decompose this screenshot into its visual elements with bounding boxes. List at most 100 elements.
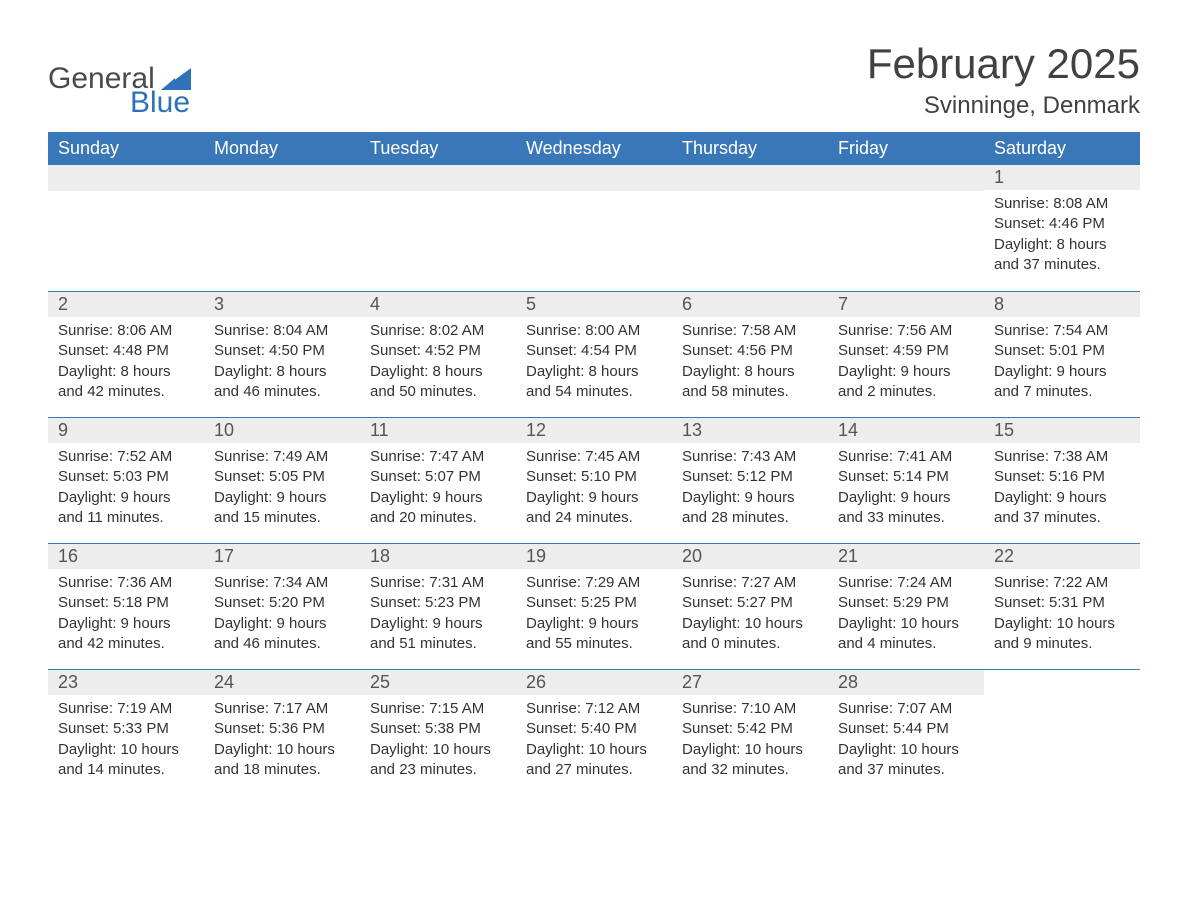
daylight-line-2: and 50 minutes. bbox=[370, 382, 506, 402]
daylight-line-1: Daylight: 8 hours bbox=[58, 362, 194, 382]
day-number: 9 bbox=[48, 418, 204, 443]
sunset-line: Sunset: 4:54 PM bbox=[526, 341, 662, 361]
sunset-line: Sunset: 5:36 PM bbox=[214, 719, 350, 739]
sunset-line: Sunset: 5:16 PM bbox=[994, 467, 1130, 487]
week-row: 1Sunrise: 8:08 AMSunset: 4:46 PMDaylight… bbox=[48, 165, 1140, 291]
sunrise-line: Sunrise: 7:22 AM bbox=[994, 573, 1130, 593]
day-cell: 25Sunrise: 7:15 AMSunset: 5:38 PMDayligh… bbox=[360, 670, 516, 795]
daylight-line-2: and 23 minutes. bbox=[370, 760, 506, 780]
day-cell bbox=[984, 670, 1140, 795]
sunrise-line: Sunrise: 7:43 AM bbox=[682, 447, 818, 467]
sunrise-line: Sunrise: 7:07 AM bbox=[838, 699, 974, 719]
sunrise-line: Sunrise: 7:36 AM bbox=[58, 573, 194, 593]
daylight-line-2: and 2 minutes. bbox=[838, 382, 974, 402]
day-cell: 21Sunrise: 7:24 AMSunset: 5:29 PMDayligh… bbox=[828, 544, 984, 669]
day-number: 15 bbox=[984, 418, 1140, 443]
daylight-line-1: Daylight: 8 hours bbox=[682, 362, 818, 382]
daylight-line-2: and 42 minutes. bbox=[58, 382, 194, 402]
days-of-week-row: SundayMondayTuesdayWednesdayThursdayFrid… bbox=[48, 132, 1140, 165]
day-cell: 17Sunrise: 7:34 AMSunset: 5:20 PMDayligh… bbox=[204, 544, 360, 669]
daylight-line-1: Daylight: 9 hours bbox=[838, 488, 974, 508]
day-cell: 6Sunrise: 7:58 AMSunset: 4:56 PMDaylight… bbox=[672, 292, 828, 417]
daylight-line-1: Daylight: 8 hours bbox=[526, 362, 662, 382]
logo-text-blue: Blue bbox=[130, 86, 190, 120]
daylight-line-1: Daylight: 9 hours bbox=[214, 488, 350, 508]
sunset-line: Sunset: 4:48 PM bbox=[58, 341, 194, 361]
sunset-line: Sunset: 5:07 PM bbox=[370, 467, 506, 487]
sunrise-line: Sunrise: 7:49 AM bbox=[214, 447, 350, 467]
daylight-line-2: and 33 minutes. bbox=[838, 508, 974, 528]
day-cell: 7Sunrise: 7:56 AMSunset: 4:59 PMDaylight… bbox=[828, 292, 984, 417]
empty-day-header bbox=[204, 165, 360, 191]
daylight-line-2: and 37 minutes. bbox=[994, 508, 1130, 528]
header: General Blue February 2025 Svinninge, De… bbox=[48, 40, 1140, 120]
daylight-line-1: Daylight: 9 hours bbox=[682, 488, 818, 508]
daylight-line-2: and 28 minutes. bbox=[682, 508, 818, 528]
daylight-line-1: Daylight: 10 hours bbox=[682, 614, 818, 634]
day-of-week-header: Friday bbox=[828, 132, 984, 165]
day-number: 1 bbox=[984, 165, 1140, 190]
day-number: 17 bbox=[204, 544, 360, 569]
day-cell bbox=[516, 165, 672, 291]
daylight-line-1: Daylight: 10 hours bbox=[838, 740, 974, 760]
daylight-line-2: and 46 minutes. bbox=[214, 634, 350, 654]
daylight-line-1: Daylight: 9 hours bbox=[214, 614, 350, 634]
day-of-week-header: Wednesday bbox=[516, 132, 672, 165]
day-cell bbox=[828, 165, 984, 291]
daylight-line-1: Daylight: 9 hours bbox=[526, 614, 662, 634]
sunset-line: Sunset: 5:42 PM bbox=[682, 719, 818, 739]
day-cell bbox=[360, 165, 516, 291]
sunrise-line: Sunrise: 7:45 AM bbox=[526, 447, 662, 467]
day-cell: 13Sunrise: 7:43 AMSunset: 5:12 PMDayligh… bbox=[672, 418, 828, 543]
empty-day-header bbox=[48, 165, 204, 191]
day-number: 10 bbox=[204, 418, 360, 443]
empty-day-header bbox=[828, 165, 984, 191]
sunrise-line: Sunrise: 7:10 AM bbox=[682, 699, 818, 719]
day-number: 25 bbox=[360, 670, 516, 695]
daylight-line-2: and 14 minutes. bbox=[58, 760, 194, 780]
day-cell: 12Sunrise: 7:45 AMSunset: 5:10 PMDayligh… bbox=[516, 418, 672, 543]
day-of-week-header: Saturday bbox=[984, 132, 1140, 165]
daylight-line-1: Daylight: 10 hours bbox=[214, 740, 350, 760]
day-number: 21 bbox=[828, 544, 984, 569]
daylight-line-2: and 54 minutes. bbox=[526, 382, 662, 402]
day-cell: 20Sunrise: 7:27 AMSunset: 5:27 PMDayligh… bbox=[672, 544, 828, 669]
day-cell: 14Sunrise: 7:41 AMSunset: 5:14 PMDayligh… bbox=[828, 418, 984, 543]
sunset-line: Sunset: 4:52 PM bbox=[370, 341, 506, 361]
daylight-line-1: Daylight: 8 hours bbox=[994, 235, 1130, 255]
day-number: 26 bbox=[516, 670, 672, 695]
daylight-line-1: Daylight: 9 hours bbox=[58, 488, 194, 508]
day-cell: 26Sunrise: 7:12 AMSunset: 5:40 PMDayligh… bbox=[516, 670, 672, 795]
sunset-line: Sunset: 5:33 PM bbox=[58, 719, 194, 739]
day-number: 12 bbox=[516, 418, 672, 443]
sunset-line: Sunset: 4:46 PM bbox=[994, 214, 1130, 234]
daylight-line-2: and 46 minutes. bbox=[214, 382, 350, 402]
day-cell bbox=[48, 165, 204, 291]
week-row: 16Sunrise: 7:36 AMSunset: 5:18 PMDayligh… bbox=[48, 543, 1140, 669]
sunrise-line: Sunrise: 7:47 AM bbox=[370, 447, 506, 467]
week-row: 23Sunrise: 7:19 AMSunset: 5:33 PMDayligh… bbox=[48, 669, 1140, 795]
sunset-line: Sunset: 5:14 PM bbox=[838, 467, 974, 487]
sunset-line: Sunset: 5:44 PM bbox=[838, 719, 974, 739]
day-cell: 11Sunrise: 7:47 AMSunset: 5:07 PMDayligh… bbox=[360, 418, 516, 543]
daylight-line-2: and 9 minutes. bbox=[994, 634, 1130, 654]
daylight-line-2: and 58 minutes. bbox=[682, 382, 818, 402]
daylight-line-2: and 11 minutes. bbox=[58, 508, 194, 528]
day-cell: 9Sunrise: 7:52 AMSunset: 5:03 PMDaylight… bbox=[48, 418, 204, 543]
day-cell: 23Sunrise: 7:19 AMSunset: 5:33 PMDayligh… bbox=[48, 670, 204, 795]
day-cell bbox=[204, 165, 360, 291]
day-cell: 8Sunrise: 7:54 AMSunset: 5:01 PMDaylight… bbox=[984, 292, 1140, 417]
daylight-line-2: and 7 minutes. bbox=[994, 382, 1130, 402]
daylight-line-2: and 51 minutes. bbox=[370, 634, 506, 654]
day-cell: 18Sunrise: 7:31 AMSunset: 5:23 PMDayligh… bbox=[360, 544, 516, 669]
sunset-line: Sunset: 5:10 PM bbox=[526, 467, 662, 487]
daylight-line-1: Daylight: 8 hours bbox=[214, 362, 350, 382]
daylight-line-1: Daylight: 9 hours bbox=[994, 488, 1130, 508]
sunset-line: Sunset: 5:38 PM bbox=[370, 719, 506, 739]
sunset-line: Sunset: 5:40 PM bbox=[526, 719, 662, 739]
sunset-line: Sunset: 5:03 PM bbox=[58, 467, 194, 487]
daylight-line-1: Daylight: 10 hours bbox=[370, 740, 506, 760]
sunset-line: Sunset: 5:31 PM bbox=[994, 593, 1130, 613]
sunrise-line: Sunrise: 7:38 AM bbox=[994, 447, 1130, 467]
sunset-line: Sunset: 5:25 PM bbox=[526, 593, 662, 613]
